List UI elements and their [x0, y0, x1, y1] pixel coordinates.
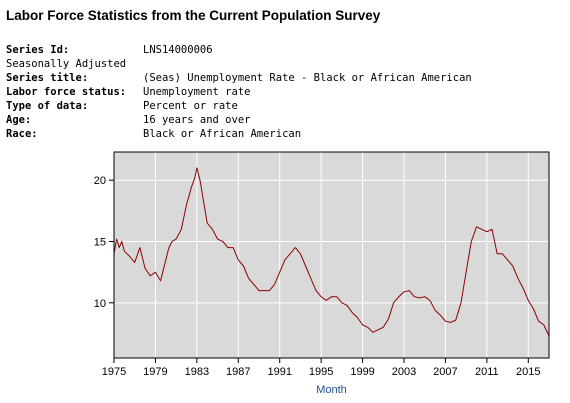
- series-id-value: LNS14000006: [143, 44, 213, 56]
- labor-force-status-label: Labor force status:: [6, 86, 127, 98]
- x-tick-label: 1991: [267, 366, 291, 378]
- y-tick-label: 15: [94, 237, 106, 249]
- axis-ticks: 1975 1979 1983 1987 1991 1995 1999 2003 2007 2011…: [94, 175, 541, 378]
- race-value: Black or African American: [143, 128, 302, 140]
- x-axis-title: Month: [316, 384, 347, 396]
- series-id-label: Series Id:: [6, 44, 70, 56]
- page-title: Labor Force Statistics from the Current …: [6, 8, 381, 23]
- x-tick-label: 1999: [350, 366, 374, 378]
- plot-border: [113, 151, 550, 359]
- plot-background: [114, 152, 549, 358]
- seasonal-adjustment-note: Seasonally Adjusted: [6, 58, 127, 70]
- grid-lines: [113, 152, 549, 358]
- labor-force-status-value: Unemployment rate: [143, 86, 251, 98]
- x-tick-label: 1979: [143, 366, 167, 378]
- y-tick-label: 20: [94, 175, 106, 187]
- series-title-label: Series title:: [6, 72, 89, 84]
- y-tick-label: 10: [94, 298, 106, 310]
- unemployment-rate-series-line: [113, 167, 550, 337]
- type-of-data-label: Type of data:: [6, 100, 89, 112]
- x-tick-label: 2007: [433, 366, 457, 378]
- race-label: Race:: [6, 128, 38, 140]
- x-tick-label: 2003: [392, 366, 416, 378]
- type-of-data-value: Percent or rate: [143, 100, 238, 112]
- age-label: Age:: [6, 114, 32, 126]
- x-tick-label: 1983: [185, 366, 209, 378]
- x-tick-label: 2015: [516, 366, 540, 378]
- x-tick-label: 1987: [226, 366, 250, 378]
- series-title-value: (Seas) Unemployment Rate - Black or Afri…: [143, 72, 472, 84]
- x-tick-label: 1995: [309, 366, 333, 378]
- x-tick-label: 2011: [475, 366, 499, 378]
- age-value: 16 years and over: [143, 114, 251, 126]
- x-tick-label: 1975: [102, 366, 126, 378]
